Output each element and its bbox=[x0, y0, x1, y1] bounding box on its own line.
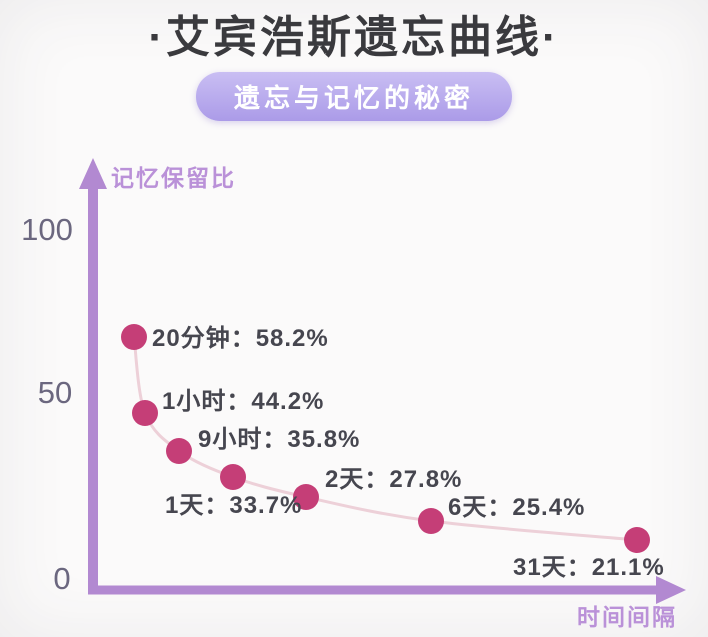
data-point-label-20分钟: 20分钟：58.2% bbox=[152, 325, 329, 352]
y-tick-50: 50 bbox=[38, 375, 72, 410]
y-tick-100: 100 bbox=[21, 212, 73, 247]
y-tick-0: 0 bbox=[53, 561, 70, 596]
x-axis-title: 时间间隔 bbox=[577, 604, 677, 630]
data-point-label-1小时: 1小时：44.2% bbox=[162, 388, 324, 415]
data-point-6天 bbox=[418, 508, 444, 534]
data-point-31天 bbox=[624, 527, 650, 553]
subtitle-badge: 遗忘与记忆的秘密 bbox=[195, 72, 513, 121]
data-point-label-1天: 1天：33.7% bbox=[165, 492, 302, 519]
data-point-9小时 bbox=[166, 438, 192, 464]
y-axis: 记忆保留比 bbox=[79, 158, 236, 594]
data-point-1天 bbox=[220, 464, 246, 490]
data-point-2天 bbox=[293, 484, 319, 510]
data-points bbox=[121, 324, 650, 553]
data-point-label-2天: 2天：27.8% bbox=[325, 466, 462, 493]
y-axis-arrowhead-icon bbox=[79, 158, 107, 189]
y-ticks: 100 50 0 bbox=[21, 212, 73, 596]
x-axis: 时间间隔 bbox=[88, 576, 686, 630]
x-axis-arrowhead-icon bbox=[656, 576, 686, 604]
y-axis-title: 记忆保留比 bbox=[111, 165, 236, 191]
data-point-label-31天: 31天：21.1% bbox=[513, 554, 665, 581]
data-point-label-9小时: 9小时：35.8% bbox=[198, 426, 360, 453]
data-point-1小时 bbox=[132, 400, 158, 426]
subtitle-badge-label: 遗忘与记忆的秘密 bbox=[233, 83, 475, 113]
data-point-label-6天: 6天：25.4% bbox=[448, 494, 585, 521]
data-labels: 20分钟：58.2% 1小时：44.2% 9小时：35.8% 1天：33.7% 2天：2… bbox=[152, 325, 665, 581]
page-title: ·艾宾浩斯遗忘曲线· bbox=[148, 13, 560, 62]
data-point-20分钟 bbox=[121, 324, 147, 350]
